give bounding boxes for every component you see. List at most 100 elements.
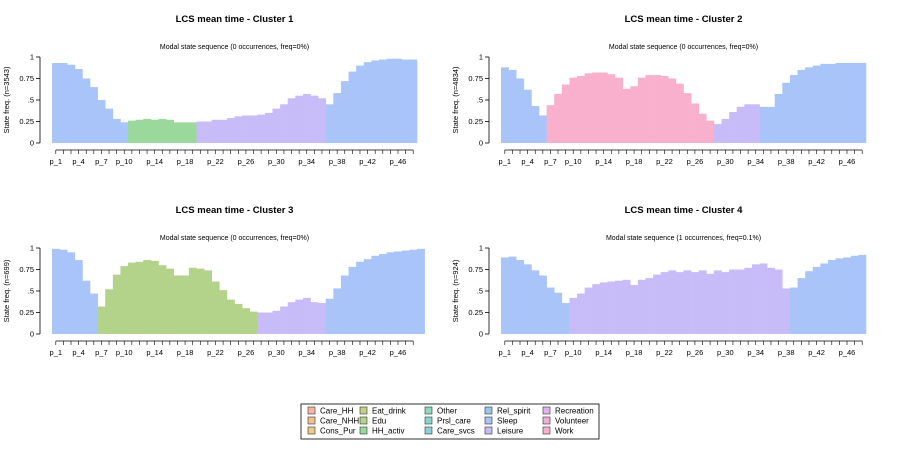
bar-sleep <box>348 71 357 143</box>
y-tick-label: 0.75 <box>468 74 483 83</box>
bar-work <box>653 75 661 143</box>
bar-leisure <box>318 98 327 143</box>
bar-leisure <box>318 303 327 334</box>
x-tick-label: p_26 <box>687 348 704 357</box>
bar-sleep <box>508 256 517 334</box>
bar-leisure <box>264 112 273 143</box>
x-tick-label: p_14 <box>146 157 163 166</box>
bar-leisure <box>637 279 646 334</box>
legend-label: Work <box>555 427 575 436</box>
bar-edu <box>234 303 243 334</box>
y-tick-label: 1 <box>30 244 34 253</box>
bar-sleep <box>820 63 829 143</box>
bar-sleep <box>546 287 555 334</box>
bar-leisure <box>713 124 722 143</box>
y-axis-label: State freq. (n=3543) <box>2 66 11 133</box>
bar-sleep <box>508 69 517 143</box>
y-tick-label: .5 <box>28 96 34 105</box>
bar-work <box>660 75 669 143</box>
bar-edu <box>249 311 258 334</box>
bar-leisure <box>751 264 760 334</box>
x-tick-label: p_42 <box>808 348 825 357</box>
bar-sleep <box>843 257 852 334</box>
legend-label: Leisure <box>497 427 524 436</box>
bar-leisure <box>211 119 220 143</box>
bar-sleep <box>516 78 525 143</box>
bar-leisure <box>219 119 228 143</box>
bar-sleep <box>363 62 372 143</box>
bar-leisure <box>272 108 281 143</box>
x-tick-label: p_34 <box>298 157 315 166</box>
bar-hh-activ <box>173 122 182 143</box>
bar-leisure <box>234 116 243 143</box>
legend-swatch-edu <box>359 416 368 425</box>
x-tick-label: p_10 <box>565 348 582 357</box>
bar-edu <box>219 290 228 334</box>
bar-work <box>675 83 684 143</box>
legend-label: Sleep <box>497 417 518 426</box>
bar-work <box>668 78 677 143</box>
x-tick-label: p_46 <box>390 157 407 166</box>
bar-sleep <box>843 63 852 143</box>
bar-leisure <box>660 272 669 334</box>
bar-hh-activ <box>128 120 136 143</box>
y-axis-label: State freq. (n=924) <box>451 259 460 322</box>
x-tick-label: p_46 <box>839 157 856 166</box>
bar-sleep <box>340 275 349 334</box>
legend-swatch-care-hh <box>307 406 316 415</box>
legend-swatch-recreation <box>542 406 551 415</box>
bar-leisure <box>729 269 738 334</box>
bar-leisure <box>226 118 235 143</box>
panel-cluster-3: LCS mean time - Cluster 3 Modal state seq… <box>2 205 425 357</box>
x-tick-label: p_18 <box>177 348 194 357</box>
y-tick-label: 0 <box>479 139 483 148</box>
bar-sleep <box>105 108 114 143</box>
bar-sleep <box>797 278 806 334</box>
legend-label: Care_svcs <box>437 427 475 436</box>
legend-swatch-leisure <box>484 426 493 435</box>
bar-sleep <box>394 58 403 143</box>
legend-label: Volunteer <box>555 417 589 426</box>
bar-edu <box>158 265 167 334</box>
x-tick-label: p_38 <box>778 348 795 357</box>
bar-sleep <box>67 252 76 334</box>
bar-leisure <box>691 272 699 334</box>
bar-leisure <box>242 115 250 143</box>
bar-sleep <box>409 249 418 334</box>
bar-sleep <box>827 260 836 334</box>
legend-label: Eat_drink <box>372 407 407 416</box>
x-tick-label: p_4 <box>72 157 85 166</box>
bar-sleep <box>363 259 372 334</box>
panel-title: LCS mean time - Cluster 4 <box>625 205 743 216</box>
bar-sleep <box>539 115 547 143</box>
bar-edu <box>97 306 106 334</box>
y-tick-label: 0 <box>30 330 34 339</box>
bar-edu <box>188 267 197 334</box>
bar-work <box>691 103 699 143</box>
bar-work <box>630 86 639 143</box>
y-tick-label: .5 <box>477 287 483 296</box>
x-tick-label: p_18 <box>177 157 194 166</box>
bar-sleep <box>356 65 365 143</box>
x-tick-label: p_22 <box>656 157 673 166</box>
bar-sleep <box>401 59 410 143</box>
bar-leisure <box>744 104 753 143</box>
legend-swatch-sleep <box>484 416 493 425</box>
x-tick-label: p_34 <box>747 157 764 166</box>
bar-work <box>599 72 608 143</box>
bar-sleep <box>90 293 98 334</box>
bar-edu <box>166 268 174 334</box>
panel-title: LCS mean time - Cluster 2 <box>625 14 743 25</box>
x-tick-label: p_7 <box>95 157 108 166</box>
bar-edu <box>135 261 144 334</box>
legend-swatch-other <box>424 406 433 415</box>
bar-leisure <box>569 297 578 334</box>
bar-sleep <box>120 122 129 143</box>
bar-sleep <box>378 59 387 143</box>
legend-label: Rel_spirit <box>497 407 531 416</box>
x-tick-label: p_10 <box>565 157 582 166</box>
legend-swatch-hh-activ <box>359 426 368 435</box>
bar-sleep <box>325 298 334 334</box>
y-tick-label: 1 <box>30 53 34 62</box>
